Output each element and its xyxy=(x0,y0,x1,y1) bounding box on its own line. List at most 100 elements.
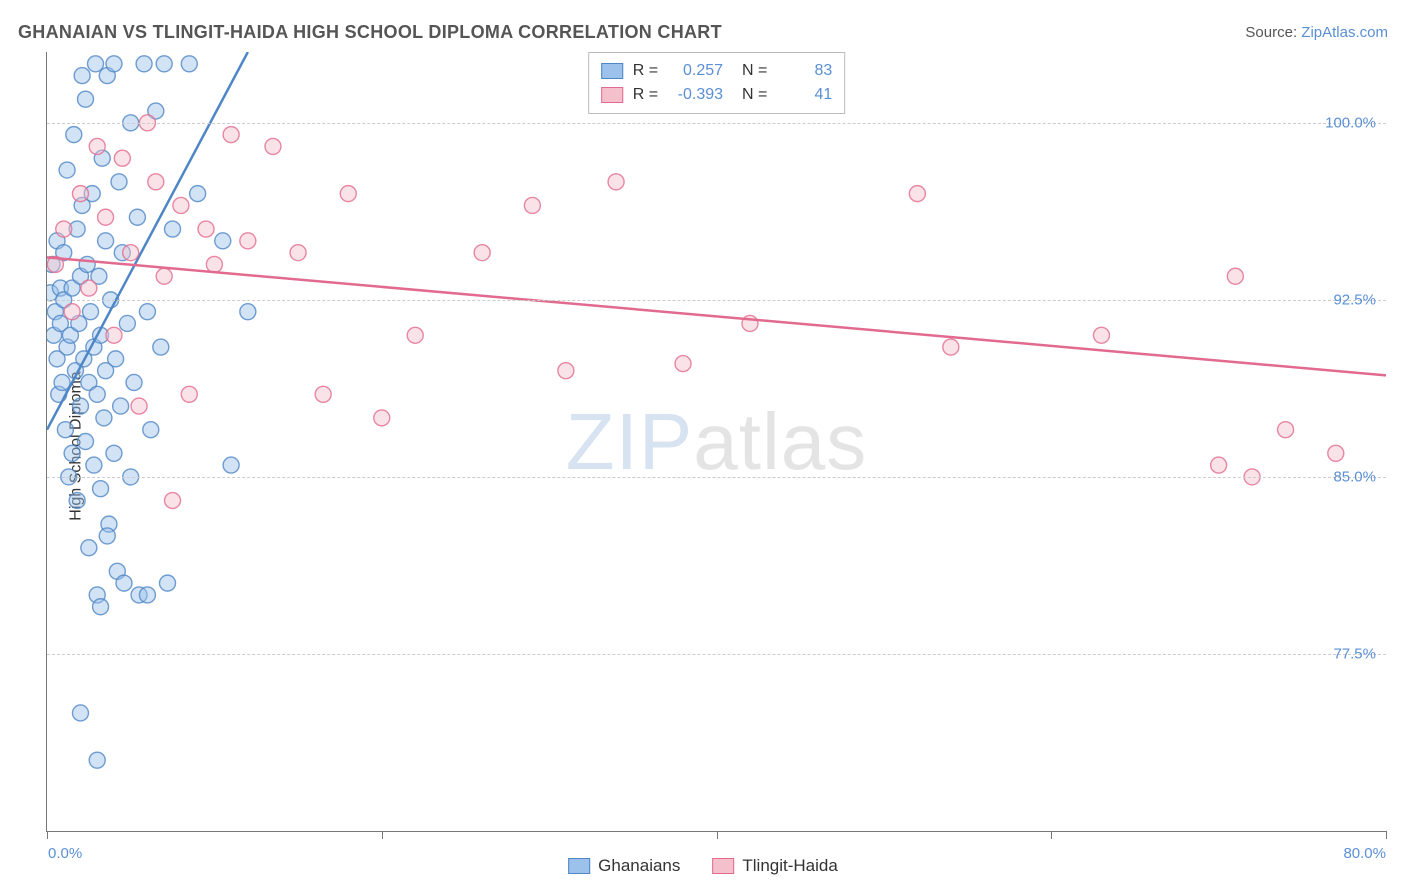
data-point xyxy=(139,587,155,603)
data-point xyxy=(98,209,114,225)
data-point xyxy=(290,245,306,261)
data-point xyxy=(129,209,145,225)
source-attribution: Source: ZipAtlas.com xyxy=(1245,24,1388,41)
data-point xyxy=(139,304,155,320)
data-point xyxy=(77,434,93,450)
data-point xyxy=(88,56,104,72)
gridline xyxy=(47,123,1386,124)
data-point xyxy=(1093,327,1109,343)
data-point xyxy=(96,410,112,426)
gridline xyxy=(47,477,1386,478)
legend-n-value: 41 xyxy=(777,83,832,107)
data-point xyxy=(943,339,959,355)
data-point xyxy=(106,445,122,461)
x-axis-min-label: 0.0% xyxy=(48,845,82,862)
legend-r-label: R = xyxy=(633,59,658,83)
data-point xyxy=(909,186,925,202)
data-point xyxy=(156,56,172,72)
series-legend-item: Tlingit-Haida xyxy=(712,856,837,876)
data-point xyxy=(181,56,197,72)
data-point xyxy=(59,162,75,178)
x-tick xyxy=(47,831,48,839)
data-point xyxy=(675,356,691,372)
data-point xyxy=(131,398,147,414)
data-point xyxy=(93,599,109,615)
data-point xyxy=(74,68,90,84)
legend-label: Tlingit-Haida xyxy=(742,856,837,876)
data-point xyxy=(69,493,85,509)
data-point xyxy=(206,256,222,272)
series-legend-item: Ghanaians xyxy=(568,856,680,876)
data-point xyxy=(558,363,574,379)
data-point xyxy=(223,457,239,473)
x-axis-max-label: 80.0% xyxy=(1343,845,1386,862)
legend-row: R = -0.393 N = 41 xyxy=(601,83,833,107)
y-tick-label: 100.0% xyxy=(1325,114,1376,131)
data-point xyxy=(72,705,88,721)
data-point xyxy=(83,304,99,320)
chart-title: GHANAIAN VS TLINGIT-HAIDA HIGH SCHOOL DI… xyxy=(18,22,722,43)
series-legend: Ghanaians Tlingit-Haida xyxy=(568,856,838,876)
data-point xyxy=(198,221,214,237)
legend-row: R = 0.257 N = 83 xyxy=(601,59,833,83)
data-point xyxy=(1227,268,1243,284)
gridline xyxy=(47,654,1386,655)
data-point xyxy=(265,138,281,154)
legend-r-value: 0.257 xyxy=(668,59,723,83)
source-link[interactable]: ZipAtlas.com xyxy=(1301,24,1388,41)
y-tick-label: 85.0% xyxy=(1333,468,1376,485)
data-point xyxy=(106,56,122,72)
data-point xyxy=(64,304,80,320)
data-point xyxy=(374,410,390,426)
data-point xyxy=(108,351,124,367)
data-point xyxy=(340,186,356,202)
y-tick-label: 77.5% xyxy=(1333,645,1376,662)
x-tick xyxy=(1051,831,1052,839)
chart-header: GHANAIAN VS TLINGIT-HAIDA HIGH SCHOOL DI… xyxy=(0,0,1406,50)
legend-swatch xyxy=(601,63,623,79)
data-point xyxy=(86,457,102,473)
data-point xyxy=(89,752,105,768)
correlation-legend: R = 0.257 N = 83 R = -0.393 N = 41 xyxy=(588,52,846,114)
data-point xyxy=(56,221,72,237)
data-point xyxy=(113,398,129,414)
data-point xyxy=(240,304,256,320)
data-point xyxy=(165,493,181,509)
legend-r-value: -0.393 xyxy=(668,83,723,107)
data-point xyxy=(215,233,231,249)
legend-swatch xyxy=(568,858,590,874)
data-point xyxy=(64,445,80,461)
data-point xyxy=(143,422,159,438)
legend-n-label: N = xyxy=(733,59,767,83)
data-point xyxy=(79,256,95,272)
data-point xyxy=(223,127,239,143)
data-point xyxy=(156,268,172,284)
data-point xyxy=(126,374,142,390)
data-point xyxy=(160,575,176,591)
data-point xyxy=(89,386,105,402)
x-tick xyxy=(1386,831,1387,839)
data-point xyxy=(148,174,164,190)
gridline xyxy=(47,300,1386,301)
data-point xyxy=(66,127,82,143)
data-point xyxy=(54,374,70,390)
data-point xyxy=(173,197,189,213)
legend-swatch xyxy=(601,87,623,103)
y-tick-label: 92.5% xyxy=(1333,291,1376,308)
data-point xyxy=(474,245,490,261)
data-point xyxy=(116,575,132,591)
data-point xyxy=(89,138,105,154)
data-point xyxy=(72,398,88,414)
data-point xyxy=(165,221,181,237)
data-point xyxy=(1278,422,1294,438)
chart-svg xyxy=(47,52,1386,831)
data-point xyxy=(315,386,331,402)
data-point xyxy=(93,481,109,497)
data-point xyxy=(81,540,97,556)
data-point xyxy=(123,245,139,261)
x-tick xyxy=(382,831,383,839)
legend-r-label: R = xyxy=(633,83,658,107)
data-point xyxy=(111,174,127,190)
legend-n-label: N = xyxy=(733,83,767,107)
data-point xyxy=(608,174,624,190)
